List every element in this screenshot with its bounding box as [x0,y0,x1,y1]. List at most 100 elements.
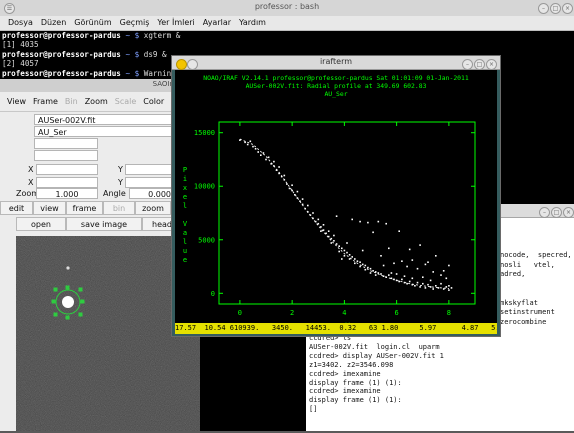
data-point [432,288,434,290]
prompt-user: professor@professor-pardus [2,31,121,40]
close-icon[interactable]: × [562,3,573,14]
menu-item-1[interactable]: Düzen [40,18,67,27]
data-point [385,222,387,225]
irafterm-title: irafterm [319,57,353,66]
sao-button-zoom[interactable]: zoom [135,201,171,215]
data-point [403,275,406,277]
x-tick-label: 6 [395,309,399,317]
data-point [244,141,246,144]
data-point [393,262,395,265]
data-point [322,229,325,231]
prompt-user: professor@professor-pardus [2,68,121,78]
data-point [291,189,293,192]
minimize-icon[interactable]: – [539,207,550,218]
data-point [369,272,372,274]
data-point [382,275,385,277]
data-point [260,154,262,156]
data-point [265,158,267,161]
data-point [335,243,338,245]
data-point [390,272,393,274]
maximize-icon[interactable]: □ [474,59,485,70]
data-point [406,282,408,285]
data-point [385,276,387,278]
prompt-command: ds9 & [139,49,167,59]
sao-menu-scale[interactable]: Scale [114,97,137,106]
sao-button-open[interactable]: open [16,217,66,231]
right-terminal-output[interactable]: nocode, specred, nosli vtel, adred, mksk… [500,251,572,326]
menu-item-6[interactable]: Yardım [239,18,266,27]
irafterm-window: irafterm – □ × NOAO/IRAF V2.14.1 profess… [171,55,501,337]
maximize-icon[interactable]: □ [551,207,562,218]
sao-button-edit[interactable]: edit [0,201,33,215]
data-point [299,200,301,202]
data-point [429,279,432,282]
data-point [346,251,348,254]
data-point [445,277,448,280]
radial-profile-plot[interactable]: NOAO/IRAF V2.14.1 professor@professor-pa… [175,70,497,330]
data-point [307,211,309,213]
data-point [367,266,369,269]
terminal-line: professor@professor-pardus ~ $ ds9 & [2,50,574,59]
window-menu-icon[interactable] [176,59,187,70]
sao-menu-zoom[interactable]: Zoom [84,97,108,106]
data-point [322,224,325,226]
sao-menu-frame[interactable]: Frame [32,97,58,106]
x-field [36,164,98,175]
ds9-image-frame[interactable] [16,236,200,431]
window-menu-icon[interactable]: ☰ [4,3,15,14]
data-point [377,272,380,274]
data-point [335,215,338,217]
close-icon[interactable]: × [563,207,574,218]
data-point [343,249,346,252]
y-tick-label: 15000 [194,129,215,137]
prompt-path: ~ $ [120,68,140,78]
y2-field [125,177,174,188]
menu-item-4[interactable]: Yer İmleri [157,18,195,27]
xgterm-lines: ccdred> ls AUSer-002V.fit login.cl uparm… [309,334,444,414]
sao-button-frame[interactable]: frame [66,201,103,215]
data-point [304,207,306,210]
irafterm-graphics[interactable]: NOAO/IRAF V2.14.1 professor@professor-pa… [175,70,497,334]
minimize-icon[interactable]: – [462,59,473,70]
terminal-line: [2] 4057 [2,59,39,69]
menu-item-5[interactable]: Ayarlar [202,18,232,27]
data-point [327,235,330,238]
data-point [330,237,333,240]
sao-menu-view[interactable]: View [7,97,26,106]
angle-label: Angle [103,189,126,198]
menu-item-0[interactable]: Dosya [8,18,33,27]
y2-label: Y [118,178,123,187]
data-point [416,281,419,284]
irafterm-titlebar[interactable]: irafterm – □ × [172,56,500,70]
data-point [445,286,448,288]
menu-item-2[interactable]: Görünüm [74,18,112,27]
data-point [338,245,340,247]
sao-button-save-image[interactable]: save image [66,217,142,231]
data-point [424,263,427,266]
sao-button-view[interactable]: view [33,201,66,215]
maximize-icon[interactable]: □ [550,3,561,14]
sao-menu-color[interactable]: Color [143,97,165,106]
selection-region[interactable] [51,285,85,320]
main-terminal-titlebar[interactable]: ☰ professor : bash – □ × [0,0,574,17]
data-point [393,278,395,281]
data-point [364,268,367,271]
close-icon[interactable]: × [486,59,497,70]
ds9-image-canvas[interactable] [16,236,200,431]
file-field: AUSer-002V.fit [34,114,174,125]
data-point [427,283,429,286]
saoimage-titlebar[interactable]: SAOImage d [0,79,200,93]
pin-icon[interactable] [187,59,198,70]
sao-menu-bin[interactable]: Bin [64,97,78,106]
data-point [395,279,398,282]
data-point [442,288,445,290]
data-point [380,273,382,275]
data-point [301,203,304,206]
xgterm-output[interactable]: ccdred> ls AUSer-002V.fit login.cl uparm… [306,334,574,431]
minimize-icon[interactable]: – [538,3,549,14]
menu-item-3[interactable]: Geçmiş [119,18,150,27]
star-faint [66,266,70,270]
data-point [372,231,374,234]
right-terminal-titlebar[interactable]: – □ × [499,204,574,218]
sao-button-bin[interactable]: bin [103,201,135,215]
